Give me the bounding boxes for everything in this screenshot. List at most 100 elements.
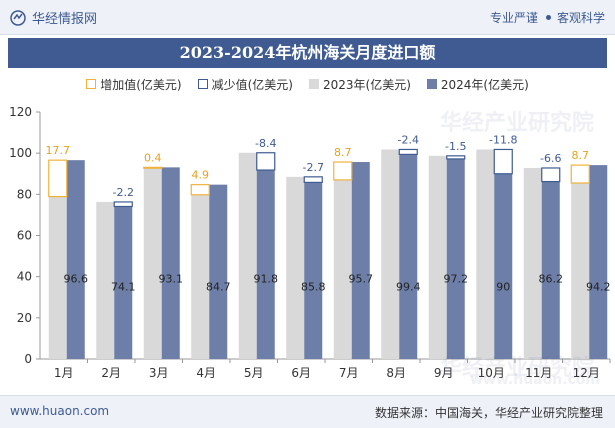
- y-tick-label: 120: [9, 105, 32, 119]
- increase-marker: [190, 184, 210, 196]
- x-tick-label: 9月: [434, 366, 454, 380]
- footer-bar: www.huaon.com 数据来源：中国海关，华经产业研究院整理: [0, 395, 615, 428]
- bar-2023: [286, 176, 305, 359]
- value-label-2024: 74.1: [111, 281, 136, 294]
- value-label-2024: 94.2: [586, 281, 611, 294]
- tagline-a: 专业严谨: [489, 11, 538, 25]
- y-tick-label: 100: [9, 146, 32, 160]
- bar-2024: [541, 181, 560, 359]
- bar-2024: [494, 173, 513, 359]
- change-label: 17.7: [46, 144, 71, 157]
- bar-2024: [446, 158, 465, 359]
- bar-2023: [428, 155, 447, 359]
- y-tick-label: 20: [17, 311, 32, 325]
- change-label: 8.7: [572, 149, 590, 162]
- brand[interactable]: 华经情报网: [10, 8, 97, 27]
- change-label: -1.5: [445, 140, 466, 153]
- bar-2023: [48, 196, 67, 359]
- y-tick-label: 80: [17, 187, 32, 201]
- change-label: -2.2: [113, 186, 134, 199]
- bar-2024: [304, 182, 323, 359]
- increase-marker: [48, 159, 68, 198]
- value-label-2024: 85.8: [301, 281, 326, 294]
- change-label: 0.4: [144, 151, 162, 164]
- change-label: 8.7: [334, 146, 352, 159]
- increase-marker: [333, 161, 353, 181]
- bar-chart: 0 20 40 60 80 100 120 17.7 96.6 1月 -2.2 74.1 2月 0.4 93…: [9, 105, 611, 380]
- x-tick-label: 2月: [101, 366, 121, 380]
- bar-2024: [399, 154, 418, 359]
- legend-swatch-2024: [426, 79, 437, 89]
- x-tick-label: 10月: [478, 366, 505, 380]
- change-label: -6.6: [540, 152, 561, 165]
- x-tick-label: 11月: [525, 366, 552, 380]
- legend-item-decrease: 减少值(亿美元): [197, 76, 293, 93]
- x-tick-label: 7月: [339, 366, 359, 380]
- change-label: -2.7: [303, 161, 324, 174]
- value-label-2024: 84.7: [206, 281, 231, 294]
- value-label-2024: 91.8: [254, 273, 279, 286]
- legend-label-2023: 2023年(亿美元): [322, 77, 411, 92]
- y-tick-label: 0: [24, 352, 32, 366]
- decrease-marker: [113, 201, 133, 208]
- footer-source: 数据来源：中国海关，华经产业研究院整理: [374, 406, 603, 420]
- x-tick-label: 6月: [291, 366, 311, 380]
- legend-swatch-increase: [86, 79, 97, 89]
- bar-2023: [143, 168, 162, 359]
- legend-item-2024: 2024年(亿美元): [426, 76, 529, 93]
- decrease-marker: [493, 148, 513, 175]
- legend-item-increase: 增加值(亿美元): [86, 76, 182, 93]
- bar-2024: [589, 165, 608, 359]
- bar-2023: [191, 194, 210, 359]
- legend-swatch-decrease: [197, 79, 208, 89]
- legend-label-2024: 2024年(亿美元): [440, 77, 529, 92]
- legend-label-decrease: 减少值(亿美元): [211, 77, 293, 92]
- separator-dot-icon: [545, 14, 551, 20]
- huajing-logo-icon: [10, 9, 26, 26]
- bar-2024: [351, 162, 370, 359]
- decrease-marker: [303, 176, 323, 183]
- footer-site-link[interactable]: www.huaon.com: [10, 404, 110, 418]
- tagline: 专业严谨 客观科学: [490, 9, 605, 26]
- chart-title: 2023-2024年杭州海关月度进口额: [8, 38, 607, 68]
- value-label-2024: 95.7: [349, 273, 374, 286]
- increase-marker: [143, 166, 163, 169]
- x-tick-label: 8月: [386, 366, 406, 380]
- change-label: -11.8: [489, 133, 517, 146]
- increase-marker: [570, 164, 590, 184]
- bar-2024: [66, 160, 85, 359]
- change-label: -8.4: [255, 137, 276, 150]
- decrease-marker: [446, 155, 466, 160]
- legend-label-increase: 增加值(亿美元): [100, 77, 182, 92]
- change-label: 4.9: [192, 169, 210, 182]
- value-label-2024: 90: [496, 281, 510, 294]
- bar-2024: [114, 206, 133, 359]
- x-tick-label: 12月: [573, 366, 600, 380]
- bar-2023: [96, 201, 115, 359]
- bar-2023: [238, 152, 257, 359]
- bar-2023: [476, 149, 495, 359]
- y-tick-label: 40: [17, 270, 32, 284]
- change-label: -2.4: [398, 133, 419, 146]
- bar-2024: [209, 184, 228, 359]
- tagline-b: 客观科学: [556, 11, 605, 25]
- decrease-marker: [541, 167, 561, 183]
- x-tick-label: 4月: [196, 366, 216, 380]
- value-label-2024: 97.2: [444, 273, 469, 286]
- brand-name: 华经情报网: [32, 12, 98, 27]
- bar-2024: [256, 170, 275, 359]
- legend-swatch-2023: [308, 79, 319, 89]
- bar-2023: [571, 183, 590, 359]
- bar-2023: [523, 167, 542, 359]
- decrease-marker: [398, 148, 418, 156]
- value-label-2024: 93.1: [159, 273, 184, 286]
- y-tick-label: 60: [17, 229, 32, 243]
- value-label-2024: 99.4: [396, 281, 421, 294]
- decrease-marker: [256, 152, 276, 171]
- x-tick-label: 3月: [149, 366, 169, 380]
- bar-2023: [381, 149, 400, 359]
- x-tick-label: 5月: [244, 366, 264, 380]
- bar-2023: [333, 179, 352, 359]
- chart-legend: 增加值(亿美元) 减少值(亿美元) 2023年(亿美元) 2024年(亿美元): [0, 73, 615, 95]
- x-tick-label: 1月: [54, 366, 74, 380]
